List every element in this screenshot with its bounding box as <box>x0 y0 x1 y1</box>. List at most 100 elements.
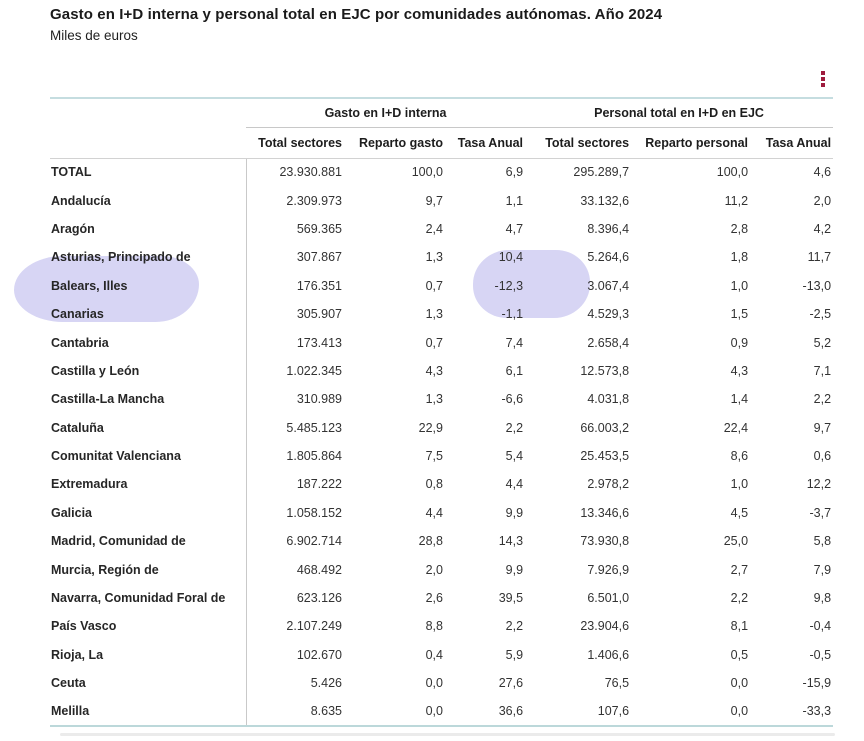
row-label: País Vasco <box>51 619 117 634</box>
table-row: Castilla-La Mancha 310.989 1,3 -6,6 4.031,8 1… <box>50 385 833 414</box>
cell-value: 22,9 <box>418 420 443 435</box>
row-label: TOTAL <box>51 165 92 180</box>
cell-value: -2,5 <box>809 307 832 322</box>
cell-value: 1,3 <box>425 392 443 407</box>
cell-value: 8,8 <box>425 619 443 634</box>
cell-value: 33.132,6 <box>580 193 630 208</box>
cell-value: 28,8 <box>418 534 443 549</box>
table-row: País Vasco 2.107.249 8,8 2,2 23.904,6 8,1 -0,4 <box>50 612 833 641</box>
table-row: Madrid, Comunidad de 6.902.714 28,8 14,3 73.… <box>50 527 833 556</box>
page-subtitle: Miles de euros <box>50 28 138 43</box>
row-label: Balears, Illes <box>51 278 128 293</box>
cell-value: -6,6 <box>501 392 524 407</box>
table-row: Murcia, Región de 468.492 2,0 9,9 7.926,9 2,7… <box>50 555 833 584</box>
cell-value: 9,9 <box>505 562 524 577</box>
cell-value: 27,6 <box>498 676 524 691</box>
column-header-reparto-personal: Reparto personal <box>631 127 751 159</box>
cell-value: 187.222 <box>245 470 344 499</box>
cell-value: 4,2 <box>813 221 832 236</box>
corner-cell <box>50 127 246 159</box>
row-label: Aragón <box>51 221 95 236</box>
cell-value: 623.126 <box>245 583 344 613</box>
cell-value: 7,9 <box>813 562 832 577</box>
row-label: Murcia, Región de <box>51 562 159 577</box>
row-label: Ceuta <box>51 676 86 691</box>
horizontal-scrollbar[interactable] <box>60 733 835 736</box>
cell-value: 36,6 <box>498 704 524 719</box>
cell-value: 0,6 <box>813 449 832 464</box>
cell-value: 11,2 <box>724 193 749 208</box>
table-row: Castilla y León 1.022.345 4,3 6,1 12.573,8 4,… <box>50 356 833 386</box>
cell-value: 1,4 <box>730 392 749 407</box>
cell-value: -12,3 <box>494 278 524 293</box>
row-label: Canarias <box>51 307 104 322</box>
cell-value: 39,5 <box>498 591 524 606</box>
cell-value: 1.406,6 <box>587 647 630 662</box>
cell-value: 2,2 <box>505 420 524 435</box>
cell-value: 8,6 <box>730 449 749 464</box>
cell-value: 307.867 <box>245 243 344 272</box>
row-label: Castilla-La Mancha <box>51 392 165 407</box>
cell-value: -3,7 <box>809 505 832 520</box>
cell-value: 5,8 <box>813 534 832 549</box>
cell-value: 7,4 <box>505 335 524 350</box>
column-header-tasa-anual-gasto: Tasa Anual <box>445 127 526 159</box>
cell-value: 25.453,5 <box>580 449 630 464</box>
cell-value: 1,5 <box>730 307 749 322</box>
table-row: Extremadura 187.222 0,8 4,4 2.978,2 1,0 12,2 <box>50 470 833 499</box>
cell-value: 22,4 <box>723 420 749 435</box>
group-header-personal: Personal total en I+D en EJC <box>525 98 834 128</box>
table-row: Canarias 305.907 1,3 -1,1 4.529,3 1,5 -2,5 <box>50 299 833 329</box>
cell-value: 5,9 <box>505 647 524 662</box>
cell-value: 4,4 <box>425 505 443 520</box>
group-header-gasto: Gasto en I+D interna <box>246 98 526 128</box>
cell-value: 1,3 <box>425 250 443 265</box>
column-header-total-sectores-personal: Total sectores <box>525 127 632 159</box>
cell-value: 3.067,4 <box>587 278 630 293</box>
cell-value: 2.658,4 <box>587 335 630 350</box>
cell-value: 4,4 <box>505 477 524 492</box>
cell-value: 73.930,8 <box>580 534 630 549</box>
cell-value: -13,0 <box>802 278 832 293</box>
table-row: Asturias, Principado de 307.867 1,3 10,4 5.2… <box>50 243 833 272</box>
cell-value: 1.058.152 <box>245 498 344 528</box>
table-body: TOTAL 23.930.881 100,0 6,9 295.289,7 100,0 4,6… <box>50 158 833 726</box>
cell-value: 0,0 <box>730 704 749 719</box>
cell-value: 6,9 <box>505 165 524 180</box>
cell-value: 10,4 <box>498 250 524 265</box>
cell-value: 5.426 <box>245 669 344 698</box>
cell-value: 12.573,8 <box>580 363 630 378</box>
cell-value: 2,0 <box>813 193 832 208</box>
cell-value: 0,0 <box>425 676 443 691</box>
cell-value: 5,4 <box>505 449 524 464</box>
statistics-table-container: Gasto en I+D interna Personal total en I… <box>50 97 834 727</box>
row-label: Melilla <box>51 704 90 719</box>
cell-value: 23.930.881 <box>245 158 344 187</box>
table-row: TOTAL 23.930.881 100,0 6,9 295.289,7 100,0 4,6 <box>50 158 833 187</box>
cell-value: -0,5 <box>809 647 832 662</box>
cell-value: 0,7 <box>425 278 443 293</box>
cell-value: 1,3 <box>425 307 443 322</box>
table-row: Balears, Illes 176.351 0,7 -12,3 3.067,4 1,0 -… <box>50 271 833 300</box>
cell-value: 1.805.864 <box>245 441 344 471</box>
table-row: Galicia 1.058.152 4,4 9,9 13.346,6 4,5 -3,7 <box>50 498 833 528</box>
cell-value: 1,8 <box>730 250 749 265</box>
row-label: Extremadura <box>51 477 128 492</box>
table-row: Comunitat Valenciana 1.805.864 7,5 5,4 25.45… <box>50 441 833 471</box>
cell-value: 1,0 <box>730 278 749 293</box>
row-label: Asturias, Principado de <box>51 250 191 265</box>
cell-value: 1,0 <box>730 477 749 492</box>
cell-value: 2,7 <box>730 562 749 577</box>
cell-value: 5.485.123 <box>245 413 344 442</box>
cell-value: 23.904,6 <box>580 619 630 634</box>
cell-value: 9,7 <box>425 193 443 208</box>
cell-value: 2,4 <box>425 221 443 236</box>
cell-value: 12,2 <box>806 477 832 492</box>
cell-value: 569.365 <box>245 214 344 244</box>
cell-value: 66.003,2 <box>580 420 630 435</box>
options-menu-button[interactable] <box>813 66 833 92</box>
page-title: Gasto en I+D interna y personal total en… <box>50 6 663 23</box>
cell-value: 7.926,9 <box>587 562 630 577</box>
cell-value: -15,9 <box>802 676 832 691</box>
highlight-annotation-tasa-cells <box>473 250 590 318</box>
